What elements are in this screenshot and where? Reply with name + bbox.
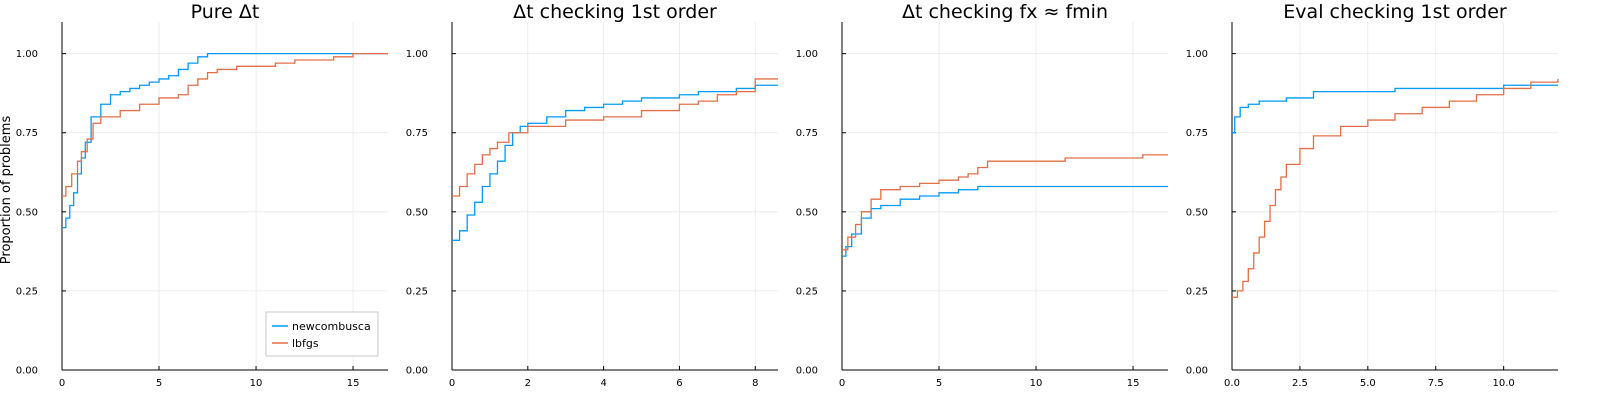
y-tick-label: 0.00	[1186, 366, 1208, 377]
series-line-newcombusca	[452, 84, 778, 241]
legend: newcombusca lbfgs	[265, 311, 379, 357]
chart-title: Pure Δt	[191, 1, 260, 23]
x-tick-label: 0	[449, 378, 455, 389]
chart-panel-2: 0.00 0.25 0.50 0.75 1.00 0 2 4 6 8 Δt checking 1st…	[406, 1, 778, 389]
legend-box	[265, 311, 379, 357]
series-line-lbfgs	[452, 78, 778, 197]
y-tick-label: 0.75	[16, 128, 38, 139]
y-tick-label: 0.00	[796, 366, 818, 377]
legend-label-lbfgs: lbfgs	[292, 337, 319, 350]
x-tick-label: 7.5	[1428, 378, 1444, 389]
y-tick-label: 0.25	[796, 286, 818, 297]
series-line-newcombusca	[62, 52, 388, 229]
chart-title: Δt checking fx ≈ fmin	[902, 1, 1108, 23]
legend-label-newcombusca: newcombusca	[292, 320, 371, 333]
y-tick-label: 0.25	[406, 286, 428, 297]
x-tick-label: 4	[600, 378, 606, 389]
y-axis-label: Proportion of problems	[0, 116, 14, 265]
x-tick-label: 5.0	[1360, 378, 1376, 389]
x-tick-label: 15	[1127, 378, 1140, 389]
x-tick-label: 5	[156, 378, 162, 389]
y-tick-label: 0.75	[1186, 128, 1208, 139]
x-tick-label: 5	[936, 378, 942, 389]
y-tick-label: 0.75	[796, 128, 818, 139]
x-tick-label: 6	[676, 378, 682, 389]
y-tick-label: 0.50	[796, 207, 818, 218]
series-line-lbfgs	[62, 52, 388, 197]
chart-title: Eval checking 1st order	[1283, 1, 1507, 23]
x-tick-label: 0.0	[1224, 378, 1240, 389]
y-tick-label: 0.50	[1186, 207, 1208, 218]
chart-panel-4: 0.00 0.25 0.50 0.75 1.00 0.0 2.5 5.0 7.5 10.0 Eval…	[1186, 1, 1559, 389]
series-line-lbfgs	[1232, 78, 1559, 298]
x-tick-label: 0	[839, 378, 845, 389]
y-tick-label: 0.75	[406, 128, 428, 139]
y-tick-label: 1.00	[796, 49, 818, 60]
y-tick-label: 0.50	[16, 207, 38, 218]
y-tick-label: 1.00	[1186, 49, 1208, 60]
x-tick-label: 10.0	[1493, 378, 1515, 389]
y-tick-label: 0.00	[16, 366, 38, 377]
x-tick-label: 10	[1030, 378, 1043, 389]
x-tick-label: 8	[752, 378, 758, 389]
series-line-lbfgs	[842, 154, 1168, 251]
y-tick-label: 0.25	[16, 286, 38, 297]
x-tick-label: 15	[347, 378, 360, 389]
y-tick-label: 0.00	[406, 366, 428, 377]
chart-panel-3: 0.00 0.25 0.50 0.75 1.00 0 5 10 15 Δt checking fx…	[796, 1, 1168, 389]
series-line-newcombusca	[1232, 84, 1558, 134]
x-tick-label: 2.5	[1292, 378, 1308, 389]
chart-panel-1: 0.00 0.25 0.50 0.75 1.00 0 5 10 15 Pure Δt newcomb…	[16, 1, 388, 389]
y-tick-label: 1.00	[16, 49, 38, 60]
y-tick-label: 0.25	[1186, 286, 1208, 297]
series-line-newcombusca	[842, 185, 1168, 257]
y-tick-label: 0.50	[406, 207, 428, 218]
chart-title: Δt checking 1st order	[513, 1, 717, 23]
x-tick-label: 10	[250, 378, 263, 389]
y-tick-label: 1.00	[406, 49, 428, 60]
x-tick-label: 0	[59, 378, 65, 389]
x-tick-label: 2	[525, 378, 531, 389]
